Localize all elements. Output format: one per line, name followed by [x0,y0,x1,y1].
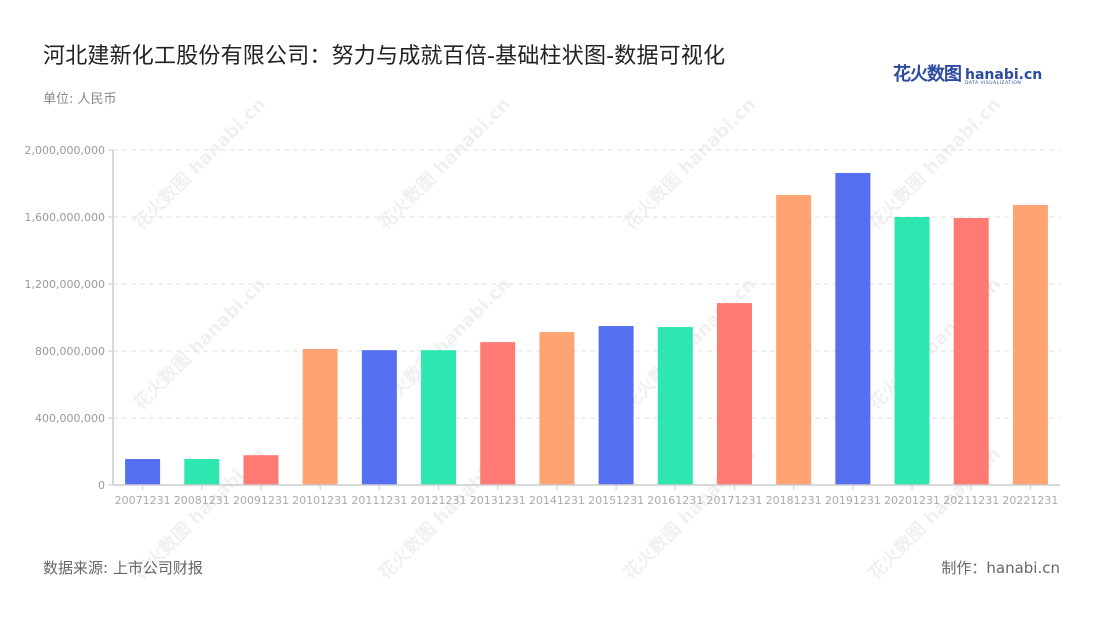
grid-lines [113,149,1060,419]
x-tick-label: 20111231 [351,494,407,507]
x-tick-label: 20181231 [766,494,822,507]
logo-en-block: hanabi.cn DATA VISUALIZATION [965,68,1042,87]
logo-en-text: hanabi.cn [965,66,1043,83]
x-tick-label: 20101231 [292,494,348,507]
bar[interactable] [835,172,871,485]
y-tick-label: 1,600,000,000 [25,211,105,224]
x-tick-label: 20171231 [706,494,762,507]
bar[interactable] [657,327,693,485]
bar[interactable] [480,342,516,485]
y-tick-label: 800,000,000 [35,345,105,358]
logo-sub-text: DATA VISUALIZATION [965,80,1022,86]
credit: 制作：hanabi.cn [941,559,1060,577]
x-tick-label: 20121231 [411,494,467,507]
bar[interactable] [302,348,338,485]
x-tick-label: 20071231 [115,494,171,507]
x-tick-label: 20161231 [647,494,703,507]
x-axis: 20071231 20081231 20091231 20101231 20111231… [113,484,1060,507]
bar[interactable] [184,459,220,485]
x-tick-label: 20091231 [233,494,289,507]
x-tick-label: 20191231 [825,494,881,507]
x-tick-label: 20081231 [174,494,230,507]
bar[interactable] [243,455,279,485]
x-tick-label: 20131231 [470,494,526,507]
chart-title: 河北建新化工股份有限公司：努力与成就百倍-基础柱状图-数据可视化 [43,44,726,69]
bar[interactable] [894,217,930,485]
x-tick-label: 20221231 [1002,494,1058,507]
y-tick-label: 1,200,000,000 [25,278,105,291]
data-source: 数据来源: 上市公司财报 [43,559,203,577]
bar[interactable] [421,350,457,485]
bar[interactable] [125,459,161,485]
bar[interactable] [776,195,812,485]
bars [125,172,1048,485]
y-tick-label: 400,000,000 [35,412,105,425]
y-tick-label: 0 [98,479,105,492]
y-tick-label: 2,000,000,000 [25,144,105,157]
bar[interactable] [361,350,397,485]
bar[interactable] [716,303,752,485]
bar[interactable] [953,218,989,485]
bar[interactable] [598,326,634,485]
x-tick-label: 20211231 [943,494,999,507]
bar[interactable] [539,332,575,485]
unit-label: 单位: 人民币 [43,92,117,107]
bar[interactable] [1012,204,1048,485]
x-tick-label: 20201231 [884,494,940,507]
logo-cn-text: 花火数图 [893,64,962,85]
x-tick-label: 20151231 [588,494,644,507]
brand-logo: 花火数图 hanabi.cn DATA VISUALIZATION [893,60,1042,86]
x-tick-label: 20141231 [529,494,585,507]
y-axis: 0 400,000,000 800,000,000 1,200,000,000 1,60… [25,144,114,492]
